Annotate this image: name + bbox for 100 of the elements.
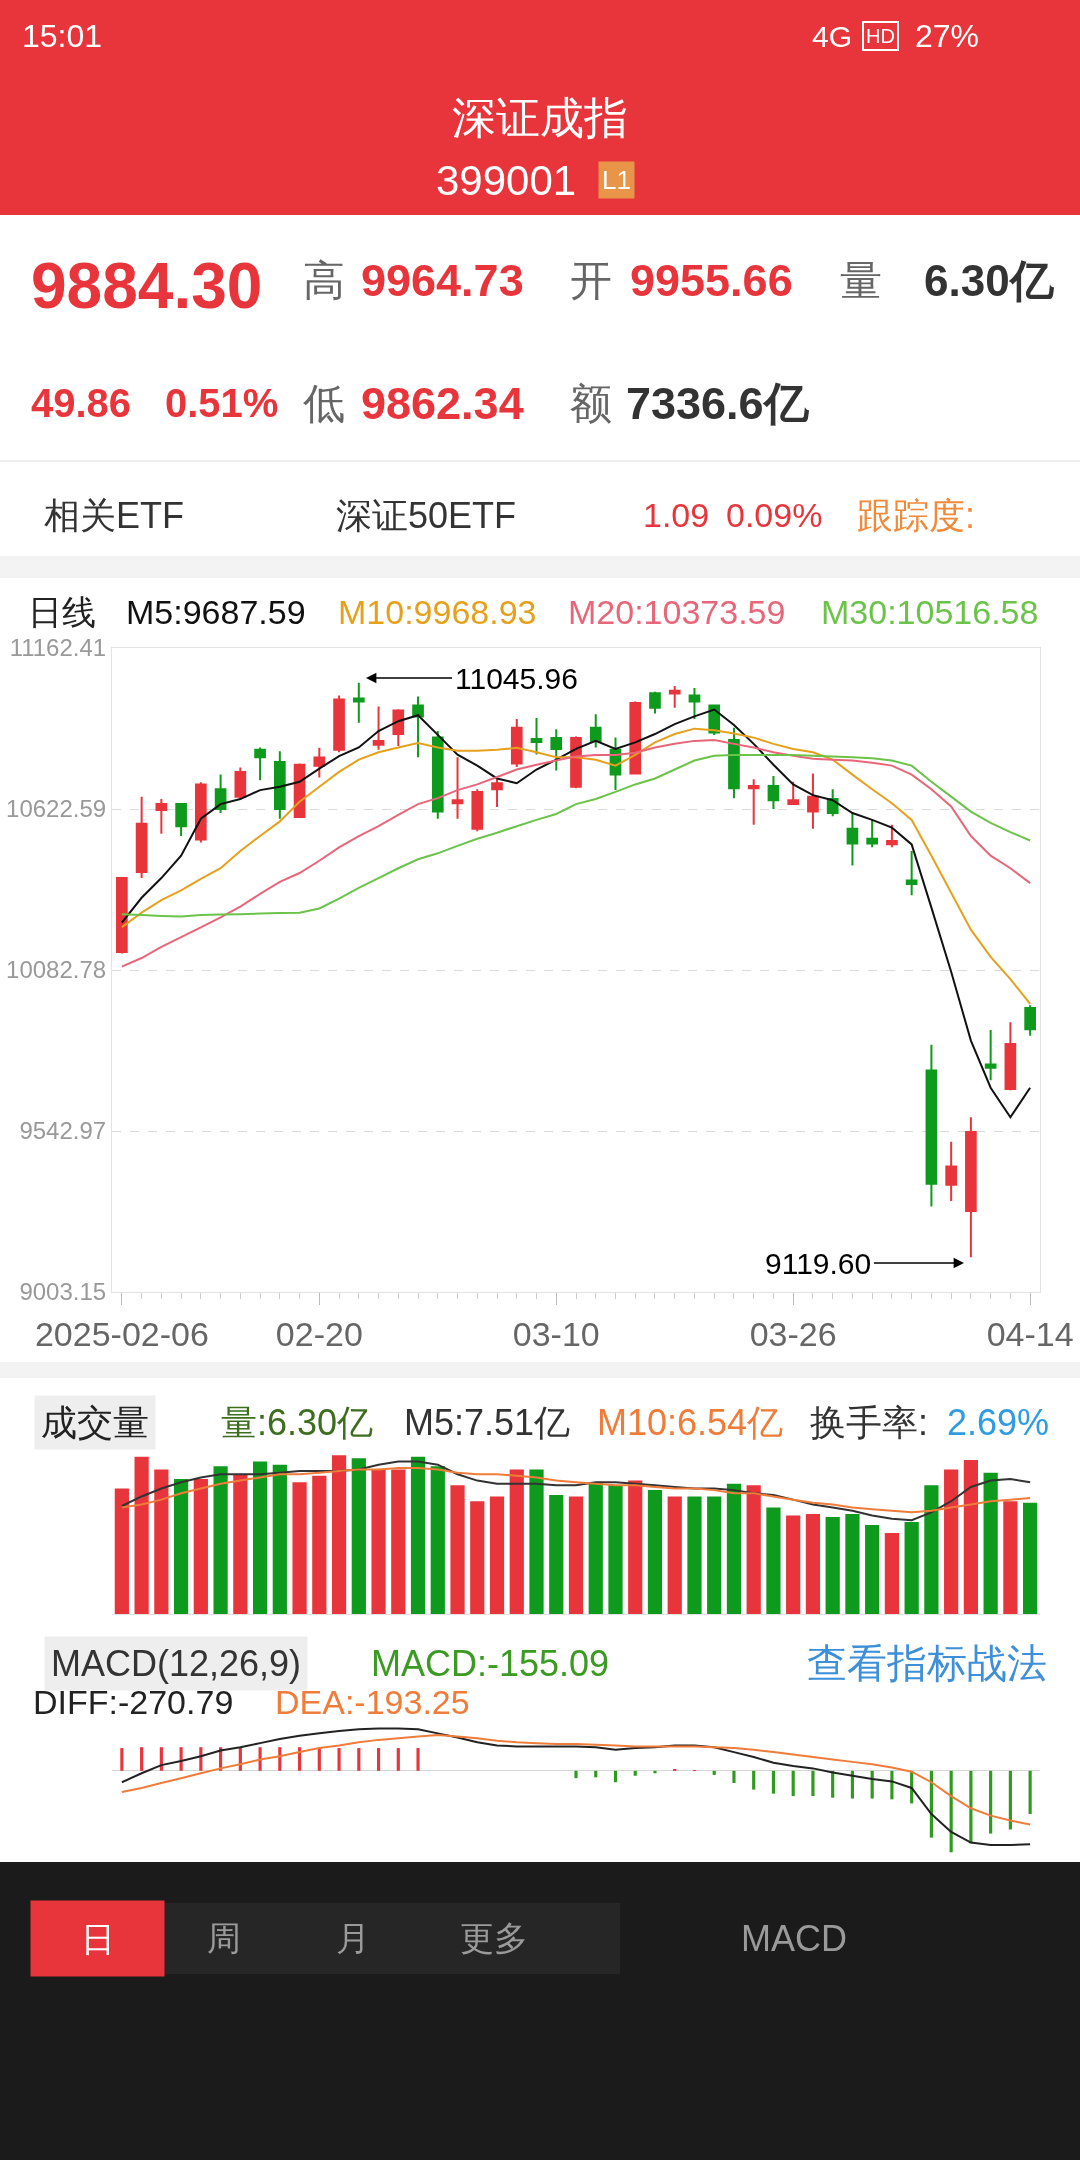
text: 0.51%: [165, 381, 279, 425]
bar: [924, 1485, 939, 1614]
bar: [252, 1461, 268, 1614]
candlestick: [925, 1043, 938, 1208]
x-tick-label: 03-10: [512, 1314, 600, 1353]
candlestick: [175, 802, 187, 838]
bar: [574, 1770, 578, 1779]
bar: [272, 1464, 287, 1614]
candlestick: [866, 818, 879, 849]
candlestick: [905, 849, 918, 897]
bar: [825, 1517, 840, 1614]
text: 深证50ETF: [336, 495, 517, 536]
text: 跟踪度:: [857, 495, 976, 536]
text: 7336.6亿: [626, 378, 810, 429]
bar: [771, 1770, 776, 1794]
bar: [1008, 1770, 1012, 1830]
bar: [786, 1515, 801, 1614]
bar: [1028, 1770, 1032, 1814]
text: 9955.66: [630, 255, 793, 306]
candlestick: [451, 756, 464, 820]
candlestick: [747, 778, 760, 826]
text: 49.86: [31, 381, 132, 425]
bar: [687, 1496, 702, 1614]
bar: [1003, 1501, 1018, 1614]
y-tick-label: 10082.78: [6, 956, 107, 984]
bar: [331, 1455, 347, 1614]
bar: [707, 1496, 722, 1614]
bar: [351, 1458, 366, 1614]
y-tick-label: 10622.59: [6, 795, 107, 823]
text: 6.30亿: [924, 256, 1055, 305]
candlestick: [431, 730, 444, 820]
candlestick: [234, 766, 247, 800]
bar: [337, 1748, 341, 1771]
text: 2.69%: [947, 1402, 1050, 1443]
candlestick: [1004, 1021, 1017, 1092]
text: 27%: [915, 18, 980, 54]
candlestick: [787, 780, 800, 806]
candlestick: [510, 718, 523, 769]
candlestick: [352, 681, 365, 724]
bar: [805, 1513, 821, 1614]
candlestick: [886, 823, 898, 849]
text: 查看指标战法: [807, 1641, 1047, 1685]
bar: [391, 1469, 406, 1614]
bar: [884, 1533, 900, 1614]
bar: [766, 1507, 781, 1614]
bar: [845, 1513, 860, 1614]
annotation: 11045.96: [455, 662, 578, 695]
text: M10:9968.93: [338, 593, 537, 631]
text: 换手率:: [810, 1402, 929, 1443]
candlestick: [530, 716, 543, 756]
candlestick: [945, 1140, 957, 1203]
candlestick: [392, 708, 405, 747]
text: 9964.73: [361, 255, 524, 306]
candlestick: [273, 750, 286, 820]
line-series: [120, 753, 1032, 918]
bar: [983, 1472, 998, 1614]
bar: [653, 1770, 657, 1774]
x-tick-label: 04-14: [986, 1314, 1074, 1353]
text: M30:10516.58: [821, 593, 1039, 631]
bar: [416, 1748, 420, 1771]
bar: [568, 1496, 584, 1614]
bar: [114, 1488, 129, 1614]
bar: [450, 1485, 465, 1614]
chart-title: MACD(12,26,9): [51, 1643, 302, 1684]
bar: [865, 1525, 880, 1614]
bar: [667, 1496, 682, 1614]
x-tick-label: 2025-02-06: [34, 1314, 209, 1353]
bar: [549, 1494, 564, 1614]
bar: [746, 1485, 761, 1614]
text: 更多: [460, 1919, 528, 1957]
bar: [726, 1483, 742, 1614]
annotation: 9119.60: [765, 1247, 872, 1280]
text: 1.09: [643, 496, 710, 534]
text: HD: [866, 25, 895, 47]
bar: [317, 1748, 321, 1771]
bar: [588, 1482, 603, 1614]
text: 高: [303, 257, 345, 304]
series-label: MACD:-155.09: [371, 1643, 610, 1684]
text: 额: [570, 380, 612, 427]
bar: [376, 1748, 381, 1771]
bar: [410, 1456, 426, 1614]
text: 9884.30: [31, 250, 263, 322]
series-label: M10:6.54亿: [597, 1402, 784, 1443]
candlestick: [313, 746, 326, 779]
series-label: DIFF:-270.79: [33, 1683, 234, 1721]
bar: [712, 1770, 716, 1775]
text: M5:9687.59: [126, 593, 306, 631]
bar: [509, 1469, 524, 1614]
candlestick: [116, 875, 128, 955]
text: 低: [303, 380, 345, 427]
candlestick: [826, 788, 839, 818]
bar: [430, 1466, 445, 1614]
text: 399001: [436, 157, 577, 204]
bar: [396, 1748, 400, 1771]
bar: [134, 1456, 149, 1614]
chart-title: 日线: [28, 593, 96, 631]
candlestick: [965, 1116, 977, 1259]
candlestick: [254, 746, 266, 782]
bar: [613, 1770, 618, 1783]
candlestick: [807, 772, 819, 830]
